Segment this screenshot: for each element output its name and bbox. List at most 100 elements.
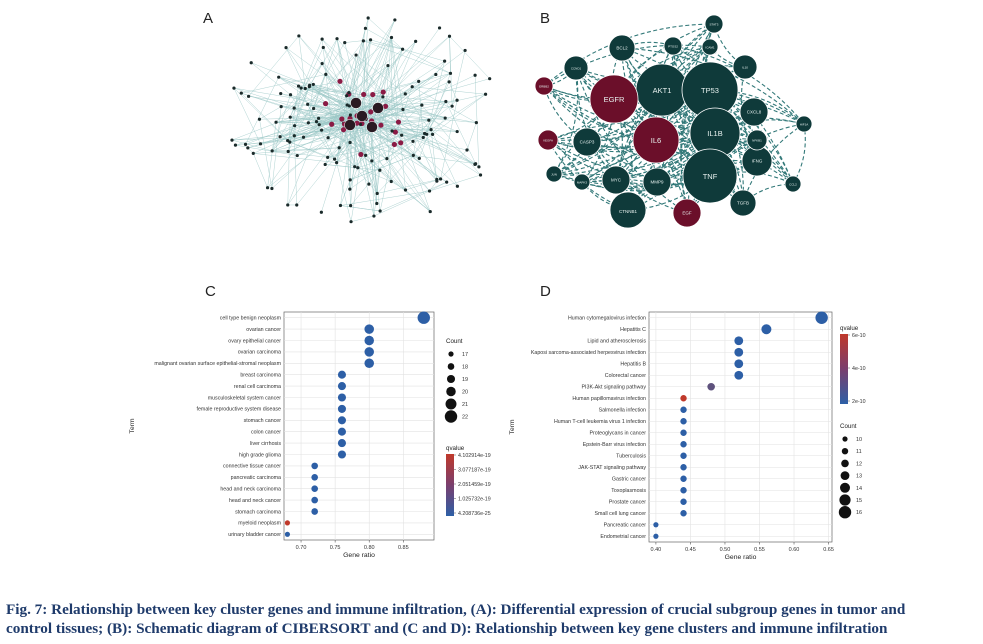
network-a-edge <box>303 124 320 138</box>
network-a-node <box>368 109 374 115</box>
network-a-edge <box>325 103 351 143</box>
term-label: Prostate cancer <box>609 500 646 506</box>
data-point <box>815 311 828 324</box>
network-a-node <box>246 146 250 150</box>
network-a-edge <box>413 117 446 156</box>
term-label: head and neck carcinoma <box>220 487 281 493</box>
network-a-node <box>366 16 370 20</box>
network-a-node <box>279 105 283 109</box>
network-a-node <box>295 203 299 207</box>
network-a-node <box>356 166 360 170</box>
network-a-edge <box>400 129 432 144</box>
x-tick-label: 0.80 <box>364 545 375 551</box>
term-label: colon cancer <box>251 430 281 436</box>
network-a-edge <box>308 108 314 123</box>
data-point <box>284 520 291 526</box>
network-a-edge <box>253 153 268 188</box>
network-a-edge <box>353 65 389 106</box>
network-a-edge <box>348 28 366 93</box>
network-a-node <box>348 113 352 117</box>
y-axis-label: Term <box>509 419 516 434</box>
network-a-node <box>239 91 243 95</box>
network-a-node <box>363 26 368 30</box>
network-b-node-label: TGFB <box>737 201 749 206</box>
term-label: liver cirrhosis <box>250 441 281 447</box>
network-a-edge <box>377 155 414 194</box>
network-a-edge <box>429 180 438 192</box>
network-a-node <box>437 26 442 30</box>
network-a-node <box>428 209 432 214</box>
network-a-edge <box>385 106 477 123</box>
network-a-node <box>455 98 459 102</box>
network-a-node <box>317 123 321 127</box>
count-legend-label: 21 <box>462 402 468 408</box>
network-a-edge <box>350 119 375 217</box>
network-a-node <box>338 203 343 208</box>
term-label: ovarian carcinoma <box>238 350 281 356</box>
term-label: stomach cancer <box>244 418 282 424</box>
network-b-node <box>545 165 563 183</box>
network-a-node <box>358 122 363 126</box>
network-b-node <box>601 165 631 195</box>
network-a-edge <box>289 141 358 168</box>
network-a-node <box>292 134 296 138</box>
network-a-node <box>288 140 292 144</box>
network-a-node <box>367 182 371 186</box>
network-a-node <box>347 90 351 95</box>
network-a-node <box>447 80 451 84</box>
network-a-edge <box>370 125 375 217</box>
network-a-node <box>279 91 283 96</box>
panel-label-b: B <box>540 10 551 27</box>
network-a-node <box>288 115 292 119</box>
network-a-node <box>478 173 483 177</box>
count-legend-dot <box>444 410 458 423</box>
network-a-edge <box>272 130 369 152</box>
network-a-edge <box>235 144 298 156</box>
count-legend-dot <box>841 459 849 468</box>
data-point <box>653 533 659 539</box>
term-label: musculoskeletal system cancer <box>208 395 282 401</box>
qvalue-legend-title: qvalue <box>840 325 859 332</box>
term-label: PI3K-Akt signaling pathway <box>582 385 647 391</box>
network-a-node <box>335 160 339 165</box>
network-a-edge <box>358 108 406 191</box>
network-a-edge <box>272 108 314 152</box>
network-b-node-label: CTNNB1 <box>619 209 637 214</box>
network-a-edge <box>370 39 445 62</box>
network-a-node <box>474 121 478 125</box>
count-legend-dot <box>840 471 850 480</box>
network-a-edge <box>349 166 355 190</box>
network-a-node <box>411 139 415 143</box>
term-label: renal cell carcinoma <box>234 384 281 390</box>
network-a-node <box>447 34 452 38</box>
count-legend-dot <box>447 363 455 370</box>
count-legend-label: 20 <box>462 390 468 396</box>
network-a-hub <box>356 110 368 122</box>
term-label: Human cytomegalovirus infection <box>568 316 646 322</box>
network-a-node <box>463 48 467 53</box>
data-point <box>337 416 346 425</box>
network-b-node-label: NFKB1 <box>752 139 762 143</box>
network-b-node <box>663 36 683 56</box>
network-a-node <box>246 94 251 98</box>
network-a-edge <box>357 158 387 168</box>
network-a-node <box>385 157 389 161</box>
network-a-edge <box>430 129 438 182</box>
network-a-edge <box>340 205 381 212</box>
network-a-edge <box>231 108 314 141</box>
data-point <box>734 370 744 380</box>
data-point <box>417 311 430 324</box>
network-a-node <box>427 189 432 193</box>
network-a-node <box>465 148 469 152</box>
network-a-edge <box>377 178 441 194</box>
network-a-node <box>243 142 248 147</box>
network-b-node <box>732 54 758 80</box>
network-a-edge <box>395 131 420 159</box>
network-a-edge <box>231 128 351 141</box>
network-a-edge <box>323 47 358 124</box>
network-a-node <box>417 79 421 83</box>
count-legend-dot <box>838 506 852 519</box>
network-a-node <box>389 179 393 184</box>
network-a-edge <box>405 178 441 191</box>
network-a-edge <box>373 190 430 217</box>
